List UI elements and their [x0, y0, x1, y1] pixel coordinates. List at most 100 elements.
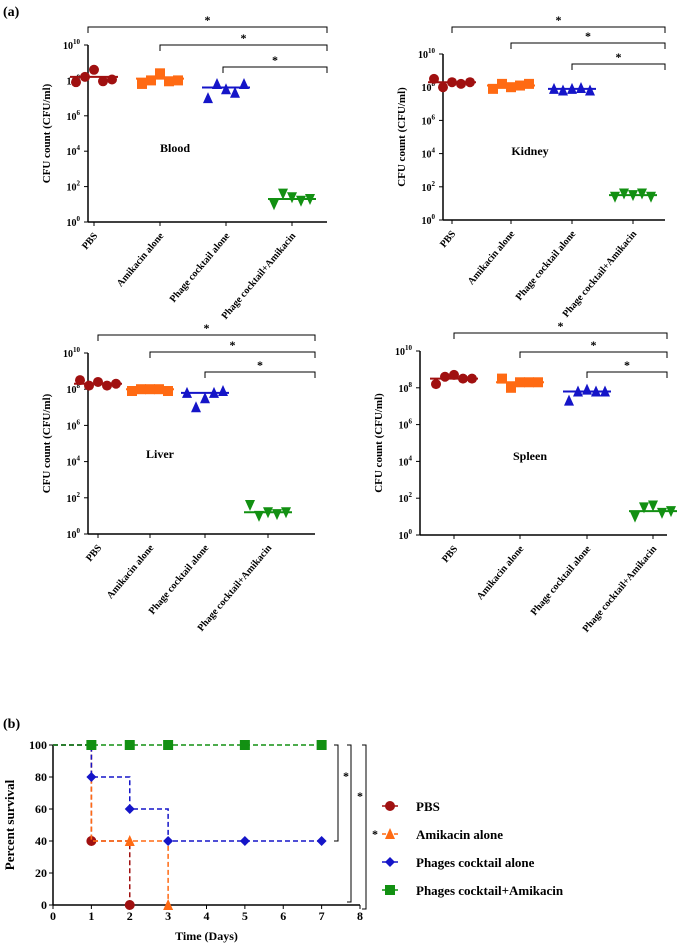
- y-tick-base: 10: [63, 349, 73, 360]
- significance-bracket: [451, 26, 666, 33]
- y-tick-exponent: 0: [432, 213, 436, 221]
- y-tick-base: 10: [63, 41, 73, 52]
- legend-marker: [385, 885, 395, 895]
- x-tick-label: 2: [127, 909, 133, 923]
- data-point: [212, 77, 222, 89]
- y-tick-label: 1010: [63, 346, 81, 360]
- y-tick-label: 100: [29, 738, 47, 752]
- significance-bracket: [347, 744, 352, 903]
- y-tick-exponent: 4: [432, 147, 436, 155]
- y-tick-exponent: 2: [77, 180, 81, 188]
- data-point: [585, 84, 595, 96]
- x-tick-label: Phage cocktail+Amikacin: [196, 543, 275, 634]
- significance-star: *: [372, 827, 378, 841]
- data-point: [449, 369, 459, 380]
- legend-label: Amikacin alone: [416, 827, 503, 842]
- data-point: [591, 385, 601, 397]
- y-tick-exponent: 6: [77, 109, 81, 117]
- y-tick-exponent: 8: [432, 80, 436, 88]
- significance-bracket: [334, 744, 339, 842]
- x-axis-label: Time (Days): [175, 929, 238, 943]
- data-point: [137, 78, 147, 89]
- data-point: [305, 193, 315, 205]
- data-point: [154, 384, 164, 395]
- data-point: [456, 78, 466, 89]
- data-point: [124, 900, 135, 910]
- y-tick-label: 108: [67, 382, 81, 396]
- data-point: [84, 380, 94, 391]
- data-point: [98, 76, 108, 87]
- x-tick-label: 6: [280, 909, 286, 923]
- y-tick-label: 102: [422, 180, 436, 194]
- y-tick-base: 10: [399, 421, 409, 432]
- x-tick-label: Phage cocktail alone: [168, 230, 233, 304]
- data-point: [163, 740, 174, 750]
- data-point: [221, 83, 231, 95]
- data-point: [431, 379, 441, 390]
- data-point: [182, 386, 192, 398]
- y-tick-exponent: 4: [77, 144, 81, 152]
- legend-label: Phages cocktail alone: [416, 855, 535, 870]
- y-tick-exponent: 10: [73, 38, 81, 46]
- data-point: [440, 371, 450, 382]
- y-tick-label: 100: [67, 527, 81, 541]
- y-axis-label: Percent survival: [2, 779, 17, 870]
- panel-label-a: (a): [3, 5, 20, 20]
- data-point: [558, 84, 568, 96]
- data-point: [576, 82, 586, 94]
- x-tick-label: 4: [204, 909, 210, 923]
- data-point: [86, 836, 97, 846]
- data-point: [648, 500, 658, 512]
- data-point: [239, 77, 249, 89]
- data-point: [582, 383, 592, 395]
- y-tick-base: 10: [395, 347, 405, 358]
- x-tick-label: Amikacin alone: [475, 543, 527, 602]
- data-point: [93, 376, 103, 387]
- x-tick-label: 1: [88, 909, 94, 923]
- y-tick-exponent: 0: [77, 215, 81, 223]
- y-tick-label: 102: [67, 180, 81, 194]
- data-point: [107, 74, 117, 85]
- y-tick-label: 0: [41, 898, 47, 912]
- y-tick-label: 104: [399, 454, 413, 468]
- data-point: [164, 76, 174, 87]
- y-tick-label: 102: [67, 491, 81, 505]
- organ-label: Blood: [160, 141, 190, 155]
- panel-label-b: (b): [3, 717, 20, 732]
- y-tick-label: 104: [422, 147, 436, 161]
- data-point: [136, 384, 146, 395]
- y-tick-base: 10: [422, 216, 432, 227]
- data-point: [429, 73, 439, 84]
- y-tick-label: 100: [399, 528, 413, 542]
- y-tick-base: 10: [418, 50, 428, 61]
- y-tick-label: 104: [67, 455, 81, 469]
- significance-star: *: [591, 338, 597, 352]
- data-point: [524, 78, 534, 89]
- data-point: [163, 899, 174, 910]
- y-axis-label: CFU count (CFU/ml): [41, 393, 53, 493]
- data-point: [533, 377, 543, 388]
- y-tick-base: 10: [422, 116, 432, 127]
- y-tick-base: 10: [67, 183, 77, 194]
- data-point: [102, 380, 112, 391]
- data-point: [245, 500, 255, 512]
- data-point: [316, 836, 327, 846]
- data-point: [173, 75, 183, 86]
- data-point: [80, 71, 90, 82]
- x-tick-label: Phage cocktail alone: [147, 542, 212, 616]
- data-point: [263, 507, 273, 519]
- data-point: [465, 77, 475, 88]
- significance-bracket: [87, 26, 328, 33]
- y-tick-exponent: 2: [77, 491, 81, 499]
- x-tick-label: Phage cocktail+Amikacin: [581, 544, 660, 635]
- data-point: [86, 740, 97, 750]
- data-point: [200, 392, 210, 404]
- data-point: [111, 378, 121, 389]
- organ-label: Kidney: [511, 144, 548, 158]
- data-point: [145, 384, 155, 395]
- x-tick-label: PBS: [440, 544, 460, 565]
- y-tick-label: 60: [35, 802, 47, 816]
- y-tick-label: 106: [399, 418, 413, 432]
